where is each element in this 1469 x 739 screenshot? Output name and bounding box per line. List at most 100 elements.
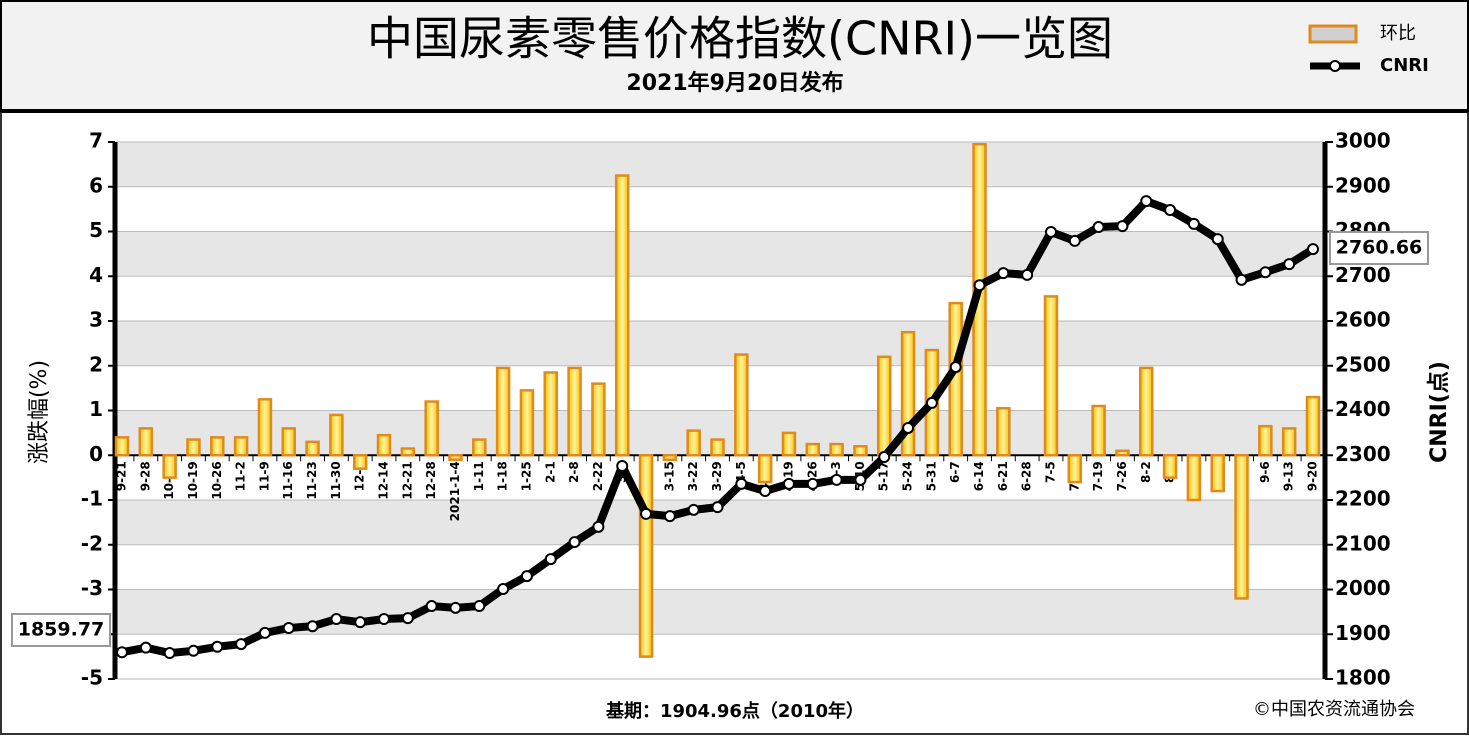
line-marker xyxy=(616,459,629,472)
x-tick-label: 10-19 xyxy=(186,461,200,499)
x-tick-label: 4-5 xyxy=(734,461,748,483)
bar xyxy=(448,454,463,461)
x-tick-label: 11-30 xyxy=(329,461,343,499)
bar xyxy=(186,438,201,457)
bar xyxy=(495,366,511,457)
x-tick-label: 6-14 xyxy=(972,461,986,491)
x-tick-label: 1-25 xyxy=(519,461,533,491)
grid-band xyxy=(115,142,1325,187)
line-marker xyxy=(1211,233,1224,246)
bar xyxy=(1162,454,1178,479)
grid-band xyxy=(115,321,1325,366)
x-tick-label: 5-17 xyxy=(877,461,891,491)
x-tick-label: 2021-1-4 xyxy=(448,461,462,521)
bar xyxy=(162,454,177,479)
y-tick-label: -3 xyxy=(81,576,103,600)
bar xyxy=(257,398,273,457)
x-tick-label: 11-16 xyxy=(281,461,295,499)
x-tick-label: 2-22 xyxy=(591,461,605,491)
bar xyxy=(638,454,654,658)
line-marker xyxy=(902,421,915,434)
y-tick-label: -1 xyxy=(81,487,103,511)
callout-box xyxy=(11,613,111,647)
line-marker xyxy=(401,612,414,625)
y2-tick-label: 2300 xyxy=(1335,442,1391,466)
header xyxy=(0,0,1469,112)
x-tick-label: 9-20 xyxy=(1306,461,1320,491)
y2-tick-label: 2700 xyxy=(1335,263,1391,287)
bar xyxy=(876,355,892,457)
chart-title: 中国尿素零售价格指数(CNRI)一览图 xyxy=(367,12,1113,66)
legend-marker xyxy=(1329,60,1341,72)
y-tick-label: -5 xyxy=(81,666,103,690)
x-tick-label: 11-9 xyxy=(257,461,271,491)
y2-tick-label: 2200 xyxy=(1335,487,1391,511)
bar xyxy=(138,427,154,457)
line-marker xyxy=(735,477,748,490)
line-marker xyxy=(330,613,343,626)
bar xyxy=(1305,395,1321,457)
line-marker xyxy=(1044,225,1057,238)
y2-tick-label: 1900 xyxy=(1335,621,1391,645)
x-tick-label: 1-11 xyxy=(472,461,486,491)
y-axis-title: 涨跌幅(%) xyxy=(27,360,52,464)
bar xyxy=(1186,454,1202,502)
bar xyxy=(519,389,535,457)
x-tick-label: 7-5 xyxy=(1043,461,1057,483)
bar xyxy=(686,429,701,457)
bar xyxy=(1091,404,1106,457)
line-marker xyxy=(1140,195,1153,208)
line-marker xyxy=(830,473,843,486)
line-marker xyxy=(1259,266,1272,279)
line-marker xyxy=(759,485,772,498)
x-tick-label: 2-8 xyxy=(567,461,581,483)
bar xyxy=(996,407,1011,457)
y-tick-label: 0 xyxy=(89,442,103,466)
line-marker xyxy=(163,647,176,660)
chart-subtitle: 2021年9月20日发布 xyxy=(626,70,843,96)
bar xyxy=(543,371,559,457)
x-tick-label: 7-19 xyxy=(1091,461,1105,491)
bar xyxy=(614,174,630,457)
bar xyxy=(805,442,821,457)
bar xyxy=(1258,424,1273,457)
credit: ©中国农资流通协会 xyxy=(1253,699,1415,720)
line-marker xyxy=(592,520,605,533)
x-tick-label: 8-2 xyxy=(1139,461,1153,483)
x-tick-label: 9-13 xyxy=(1282,461,1296,491)
line-marker xyxy=(378,613,391,626)
bar xyxy=(305,440,320,457)
bar xyxy=(591,382,606,457)
y2-tick-label: 2400 xyxy=(1335,397,1391,421)
bar xyxy=(1210,454,1225,493)
y-tick-label: 2 xyxy=(89,352,103,376)
callout-label: 2760.66 xyxy=(1336,237,1423,259)
bar xyxy=(781,431,797,457)
line-marker xyxy=(1021,268,1034,281)
bar xyxy=(734,353,749,457)
line-marker xyxy=(949,361,962,374)
bar xyxy=(829,442,844,457)
bar xyxy=(400,447,416,457)
line-marker xyxy=(1164,204,1177,217)
y2-tick-label: 2000 xyxy=(1335,576,1391,600)
line-marker xyxy=(711,501,724,514)
y2-tick-label: 2500 xyxy=(1335,352,1391,376)
bar xyxy=(853,445,868,457)
x-tick-label: 6-7 xyxy=(948,461,962,483)
x-tick-label: 11-2 xyxy=(234,461,248,491)
bar xyxy=(472,438,487,457)
bar xyxy=(114,436,130,457)
grid-band xyxy=(115,231,1325,277)
line-marker xyxy=(878,451,891,464)
legend-swatch-bar xyxy=(1308,24,1358,44)
bar xyxy=(1067,454,1083,484)
bar xyxy=(210,436,225,457)
line-marker xyxy=(973,279,986,292)
line-marker xyxy=(687,503,700,516)
x-tick-label: 9-21 xyxy=(115,461,129,491)
x-tick-label: 5-24 xyxy=(901,461,915,491)
y-tick-label: 3 xyxy=(89,308,103,332)
line-marker xyxy=(306,620,319,633)
